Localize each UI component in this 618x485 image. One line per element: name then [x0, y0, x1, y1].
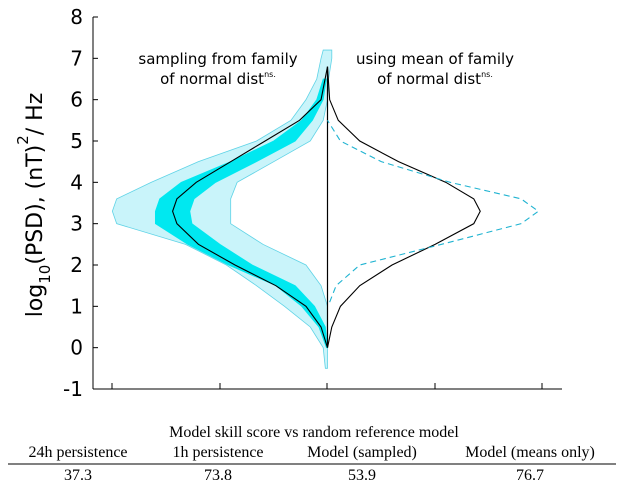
x-ticks: [111, 383, 543, 389]
y-label-part: / Hz: [23, 93, 48, 136]
line: [172, 66, 329, 348]
y-tick-label: 6: [70, 88, 83, 112]
annotation: sampling from family: [138, 50, 297, 68]
y-tick-label: 2: [70, 253, 83, 277]
line: [327, 120, 540, 303]
plot: sampling from family of normal distns. u…: [14, 5, 562, 401]
y-tick-label: 4: [70, 170, 83, 194]
y-tick-label: 3: [70, 212, 83, 236]
y-tick-label: 1: [70, 294, 83, 318]
band: [111, 49, 333, 369]
y-tick-label: 8: [70, 5, 83, 29]
y-label-part: log: [23, 284, 48, 318]
y-tick-label: 5: [70, 129, 83, 153]
annotation-text: of normal dist: [160, 70, 264, 88]
y-label-sup: 2: [14, 135, 32, 145]
table-cell: 53.9: [348, 467, 376, 484]
annotation-text: of normal dist: [377, 70, 481, 88]
table-title: Model skill score vs random reference mo…: [169, 424, 459, 441]
annotation: using mean of family: [356, 50, 514, 68]
table-cell: 76.7: [516, 467, 544, 484]
y-label-part: (PSD), (nT): [23, 145, 48, 265]
y-label-sub: 10: [36, 265, 54, 284]
table-cell: 73.8: [204, 467, 232, 484]
band: [154, 78, 328, 349]
annotation-sup: ns.: [481, 70, 493, 79]
line: [326, 66, 481, 348]
y-tick-label: 0: [70, 336, 83, 360]
table-cell: 37.3: [64, 467, 92, 484]
y-axis-label: log10(PSD), (nT)2/ Hz: [14, 93, 54, 318]
table-header: Model (sampled): [307, 444, 417, 461]
annotation-sup: ns.: [264, 70, 276, 79]
table-header: Model (means only): [465, 444, 595, 461]
table-header: 1h persistence: [172, 444, 263, 461]
annotation: of normal distns.: [160, 70, 276, 88]
table: Model skill score vs random reference mo…: [8, 424, 616, 484]
y-tick-label: -1: [63, 377, 83, 401]
table-header: 24h persistence: [28, 444, 127, 461]
annotation: of normal distns.: [377, 70, 493, 88]
y-tick-label: 7: [70, 46, 83, 70]
